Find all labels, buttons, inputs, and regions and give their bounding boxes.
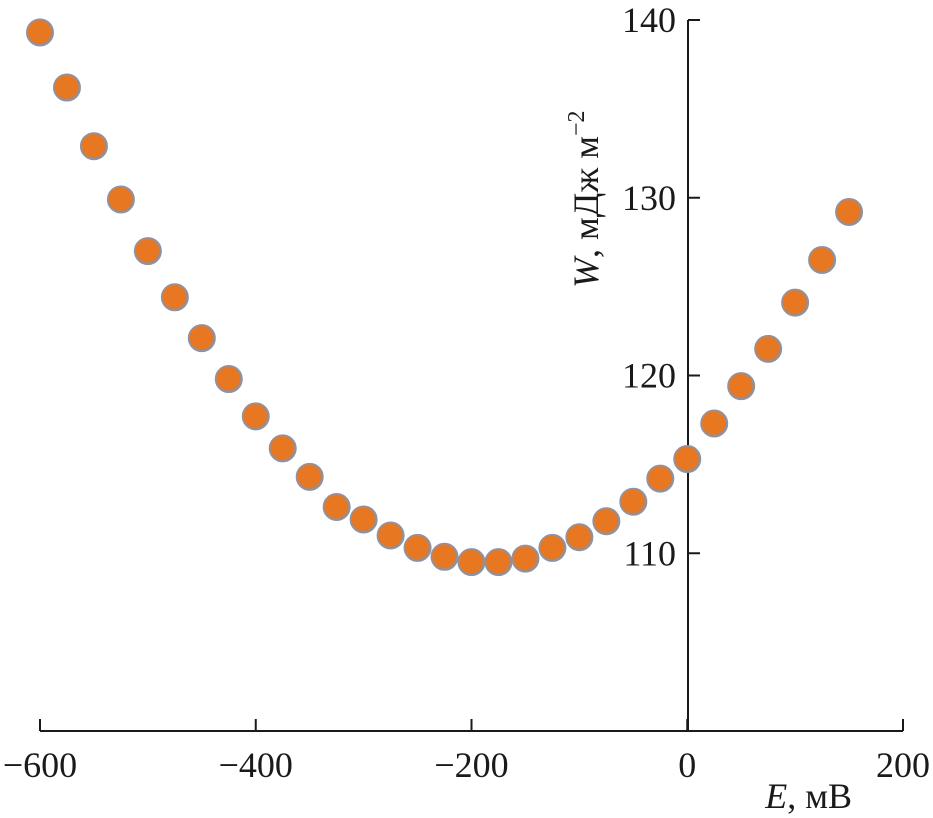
data-point <box>457 548 486 577</box>
data-point <box>349 505 378 534</box>
x-tick-label: 0 <box>678 745 696 785</box>
data-point <box>430 542 459 571</box>
data-point <box>592 507 621 536</box>
x-tick-label: −400 <box>219 745 293 785</box>
data-point <box>241 402 270 431</box>
data-point <box>619 487 648 516</box>
data-point <box>484 548 513 577</box>
axes <box>40 20 903 732</box>
data-point <box>781 288 810 317</box>
data-point <box>26 18 54 47</box>
y-axis-label: W, мДж м−2 <box>564 110 606 288</box>
y-tick-label: 130 <box>622 178 676 218</box>
data-point <box>808 245 837 274</box>
data-point <box>700 409 729 438</box>
x-axis-label: E, мВ <box>764 776 852 816</box>
x-tick-label: −600 <box>3 745 77 785</box>
data-point <box>376 521 405 550</box>
data-point <box>160 283 189 312</box>
data-point <box>727 372 756 401</box>
data-points <box>26 18 864 577</box>
data-point <box>511 544 540 573</box>
data-point <box>646 464 675 493</box>
data-point <box>295 462 324 491</box>
y-tick-label: 120 <box>622 356 676 396</box>
data-point <box>754 334 783 363</box>
data-point <box>268 434 297 463</box>
x-ticks: −600 −400 −200 0 200 <box>3 719 930 785</box>
x-tick-label: 200 <box>876 745 930 785</box>
y-ticks: 110 120 130 140 <box>622 0 700 573</box>
y-axis-unit-exponent: −2 <box>564 110 590 136</box>
y-axis-variable: W <box>566 255 606 288</box>
data-point <box>214 365 243 394</box>
y-tick-label: 110 <box>623 533 676 573</box>
x-tick-label: −200 <box>434 745 508 785</box>
x-axis-unit: , мВ <box>787 776 852 816</box>
data-point <box>538 533 567 562</box>
data-point <box>403 533 432 562</box>
data-point <box>133 237 162 266</box>
y-tick-label: 140 <box>622 0 676 40</box>
data-point <box>673 445 702 474</box>
data-point <box>322 493 351 522</box>
y-axis-unit: , мДж м <box>566 136 606 258</box>
data-point <box>79 132 108 161</box>
data-point <box>835 197 864 226</box>
x-axis-variable: E <box>764 776 787 816</box>
data-point <box>565 523 594 552</box>
data-point <box>106 185 135 214</box>
data-point <box>52 73 81 102</box>
data-point <box>187 324 216 353</box>
